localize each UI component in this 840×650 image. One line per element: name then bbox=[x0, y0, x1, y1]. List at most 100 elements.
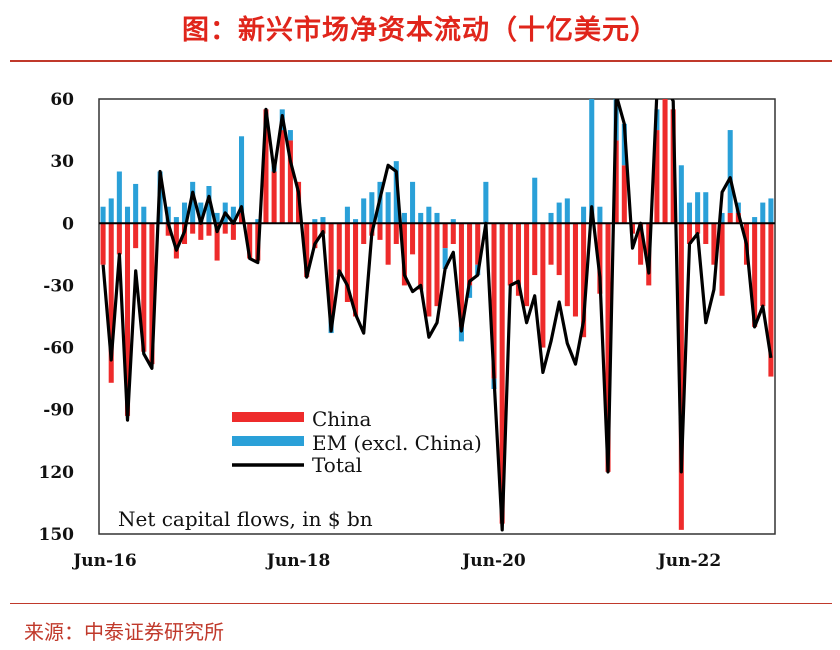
y-tick-label: 30 bbox=[50, 152, 74, 172]
bar-china bbox=[279, 130, 285, 224]
bar-china bbox=[564, 223, 570, 307]
bar-china bbox=[507, 223, 513, 286]
bar-em bbox=[564, 198, 570, 224]
legend-label-china: China bbox=[312, 407, 371, 431]
chart-annotation: Net capital flows, in $ bn bbox=[118, 507, 373, 531]
bar-china bbox=[165, 223, 171, 236]
bar-china bbox=[336, 223, 342, 276]
x-tick-label: Jun-16 bbox=[71, 551, 136, 571]
bar-china bbox=[198, 223, 204, 240]
y-tick-label: 150 bbox=[39, 525, 75, 545]
total-line-layer bbox=[101, 99, 773, 532]
bar-china bbox=[239, 212, 245, 224]
bar-china bbox=[344, 223, 350, 302]
bar-china bbox=[678, 223, 684, 530]
bar-china bbox=[597, 223, 603, 294]
bar-em bbox=[483, 181, 489, 224]
bar-china bbox=[124, 223, 131, 416]
bar-china bbox=[491, 223, 497, 379]
bar-china bbox=[361, 223, 367, 244]
bar-china bbox=[458, 223, 464, 327]
bar-em bbox=[678, 165, 684, 224]
bar-china bbox=[214, 223, 220, 261]
bar-em bbox=[255, 219, 261, 224]
x-tick-label: Jun-22 bbox=[656, 551, 721, 571]
bar-em bbox=[393, 161, 399, 224]
bar-china bbox=[752, 223, 758, 327]
bar-china bbox=[230, 223, 236, 240]
bar-china bbox=[410, 223, 416, 255]
bar-em bbox=[450, 219, 456, 224]
legend-label-em: EM (excl. China) bbox=[312, 431, 482, 455]
bar-em bbox=[703, 192, 709, 224]
y-tick-label: 120 bbox=[39, 463, 75, 483]
bar-em bbox=[467, 285, 473, 298]
bar-china bbox=[149, 223, 155, 365]
bar-china bbox=[532, 223, 538, 276]
bar-china bbox=[711, 223, 717, 265]
y-tick-label: -30 bbox=[43, 276, 74, 296]
bar-em bbox=[548, 212, 554, 224]
y-axis: 60 30 0 -30 -60 -90 120 150 bbox=[39, 90, 75, 545]
bar-china bbox=[206, 223, 212, 236]
bar-em bbox=[401, 212, 407, 224]
bar-em bbox=[369, 192, 375, 224]
bar-em bbox=[695, 192, 701, 224]
bar-em bbox=[426, 206, 432, 224]
bar-china bbox=[190, 223, 196, 234]
bar-em bbox=[108, 198, 114, 224]
bar-china bbox=[100, 223, 106, 265]
bar-em bbox=[385, 192, 391, 224]
x-tick-label: Jun-18 bbox=[265, 551, 330, 571]
bar-china bbox=[393, 223, 399, 244]
bar-china bbox=[475, 223, 481, 265]
legend-swatch-em bbox=[232, 436, 304, 446]
bar-em bbox=[361, 198, 367, 224]
bar-em bbox=[214, 212, 220, 224]
bar-china bbox=[222, 223, 228, 234]
bar-em bbox=[287, 130, 293, 141]
bar-em bbox=[181, 202, 188, 224]
bar-china bbox=[467, 223, 473, 286]
bar-china bbox=[401, 223, 407, 286]
bar-china bbox=[271, 171, 277, 224]
bar-china bbox=[613, 140, 619, 224]
bar-em bbox=[597, 206, 603, 224]
bar-china bbox=[304, 223, 310, 278]
bar-em bbox=[686, 202, 693, 224]
bar-china bbox=[703, 223, 709, 244]
bar-china bbox=[141, 223, 147, 352]
bar-china bbox=[572, 223, 578, 317]
bar-em bbox=[532, 177, 538, 224]
bar-china bbox=[116, 223, 122, 255]
legend-swatch-china bbox=[232, 412, 304, 422]
bar-china bbox=[768, 223, 774, 377]
bar-china bbox=[385, 223, 391, 265]
bar-em bbox=[198, 202, 204, 224]
bar-em bbox=[312, 219, 318, 224]
bar-china bbox=[426, 223, 432, 317]
bar-em bbox=[434, 212, 440, 224]
bar-china bbox=[450, 223, 456, 244]
bar-china bbox=[328, 223, 334, 317]
bar-em bbox=[418, 212, 424, 224]
bar-em bbox=[719, 212, 725, 224]
bar-china bbox=[727, 212, 733, 224]
bar-china bbox=[662, 99, 668, 224]
bar-china bbox=[638, 223, 644, 265]
source-note: 来源：中泰证券研究所 bbox=[24, 620, 224, 644]
bar-china bbox=[760, 223, 766, 307]
figure-title: 图：新兴市场净资本流动（十亿美元） bbox=[182, 15, 658, 46]
bar-em bbox=[442, 248, 448, 269]
bar-china bbox=[247, 223, 253, 259]
bar-china bbox=[719, 223, 725, 296]
bar-china bbox=[108, 223, 114, 383]
x-axis: Jun-16 Jun-18 Jun-20 Jun-22 bbox=[71, 551, 721, 571]
bar-china bbox=[320, 223, 326, 234]
bar-china bbox=[686, 223, 693, 244]
bar-china bbox=[418, 223, 424, 290]
bar-em bbox=[344, 206, 350, 224]
bar-em bbox=[752, 217, 758, 224]
bar-em bbox=[230, 206, 236, 224]
